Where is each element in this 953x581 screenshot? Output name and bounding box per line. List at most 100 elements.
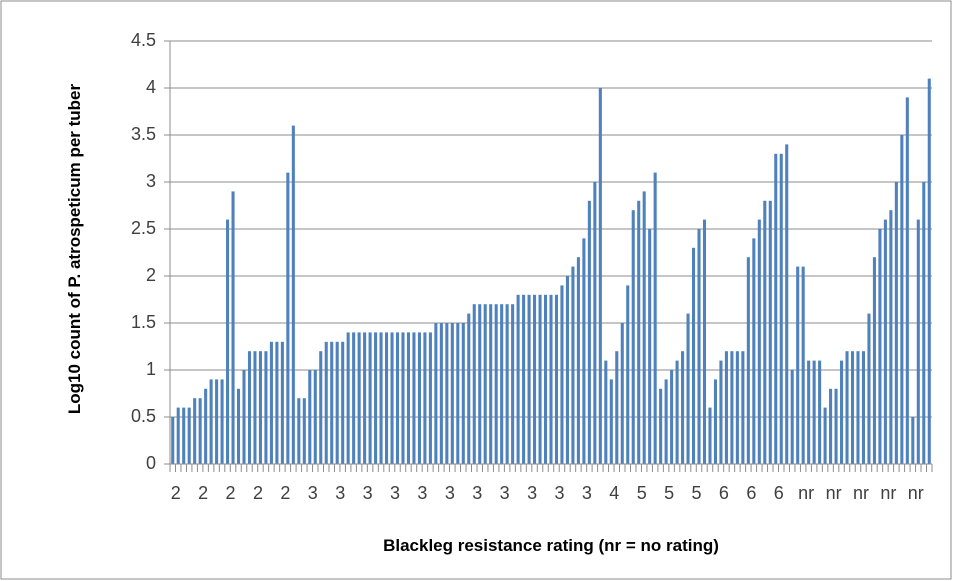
bar <box>324 341 328 464</box>
bar <box>796 266 800 464</box>
bar <box>642 191 646 464</box>
bar <box>801 266 805 464</box>
y-tick-label: 1 <box>146 359 156 379</box>
bar <box>609 379 613 464</box>
bar <box>560 285 564 464</box>
bar <box>461 323 465 464</box>
x-tick-label: 4 <box>609 483 619 503</box>
y-tick-label: 0.5 <box>131 406 156 426</box>
bar <box>850 351 855 464</box>
y-tick-label: 4.5 <box>131 30 156 50</box>
bar <box>511 304 515 464</box>
bar <box>379 332 383 464</box>
bar <box>308 370 312 464</box>
bar <box>522 294 526 464</box>
bar <box>554 294 559 464</box>
bar <box>401 332 405 464</box>
bar <box>812 360 816 464</box>
bar <box>439 323 443 464</box>
bar <box>494 304 498 464</box>
bar <box>231 191 235 464</box>
x-tick-label: 3 <box>472 483 482 503</box>
bar <box>878 229 882 464</box>
x-tick-label: 3 <box>308 483 318 503</box>
bar <box>275 341 279 464</box>
bar <box>604 360 608 464</box>
bar <box>390 332 394 464</box>
bar <box>741 351 745 464</box>
bar <box>763 200 767 465</box>
bar <box>374 332 378 464</box>
bar <box>291 125 295 464</box>
bar <box>905 97 909 465</box>
x-tick-label: 6 <box>746 483 756 503</box>
bar <box>785 144 789 464</box>
x-tick-label: 3 <box>363 483 373 503</box>
bar <box>357 332 361 464</box>
bar <box>829 388 833 464</box>
y-tick-label: 2 <box>146 265 156 285</box>
bar <box>209 379 213 464</box>
bar <box>675 360 679 464</box>
bar <box>543 294 548 464</box>
bar <box>428 332 432 464</box>
bar <box>752 238 756 464</box>
x-tick-label: 2 <box>253 483 263 503</box>
bar <box>664 379 668 464</box>
x-tick-label: 3 <box>417 483 427 503</box>
bar <box>472 304 476 464</box>
bar <box>648 229 652 464</box>
bar <box>500 304 504 464</box>
bar <box>171 417 175 464</box>
bar <box>193 398 197 464</box>
bar <box>867 313 871 464</box>
y-tick-label: 3.5 <box>131 124 156 144</box>
bar <box>746 257 750 464</box>
bar <box>187 407 191 464</box>
bar <box>363 332 367 464</box>
bar <box>620 323 624 464</box>
bar <box>571 266 575 464</box>
bar <box>856 351 860 464</box>
y-axis-title: Log10 count of P. atrospeticum per tuber <box>65 83 84 415</box>
x-tick-label: 5 <box>664 483 674 503</box>
x-tick-label: 3 <box>582 483 592 503</box>
bar <box>916 219 920 464</box>
bar <box>697 229 701 464</box>
bar <box>615 351 619 464</box>
bar <box>659 388 663 464</box>
bar <box>505 304 509 464</box>
x-tick-label: 5 <box>692 483 702 503</box>
bar <box>593 182 597 464</box>
x-tick-label: nr <box>798 483 814 503</box>
bar <box>653 172 657 464</box>
bar <box>489 304 493 464</box>
bar <box>927 78 931 464</box>
x-tick-label: 6 <box>719 483 729 503</box>
bar <box>264 351 268 464</box>
bar <box>861 351 866 464</box>
x-tick-label: nr <box>908 483 924 503</box>
bar <box>582 238 586 464</box>
x-tick-label: 2 <box>226 483 236 503</box>
bar <box>297 398 301 464</box>
x-tick-label: 5 <box>637 483 647 503</box>
x-tick-label: nr <box>880 483 896 503</box>
bar <box>516 294 520 464</box>
bar <box>724 351 728 464</box>
x-tick-label: 3 <box>554 483 564 503</box>
bar <box>368 332 372 464</box>
bar <box>779 153 783 465</box>
bar <box>352 332 356 464</box>
bar <box>626 285 630 464</box>
bar <box>253 351 257 464</box>
bar <box>774 153 778 465</box>
bar <box>549 294 553 464</box>
bar <box>894 182 898 464</box>
bar <box>686 313 690 464</box>
bar <box>691 247 696 464</box>
bar <box>637 200 641 465</box>
bar <box>182 407 186 464</box>
